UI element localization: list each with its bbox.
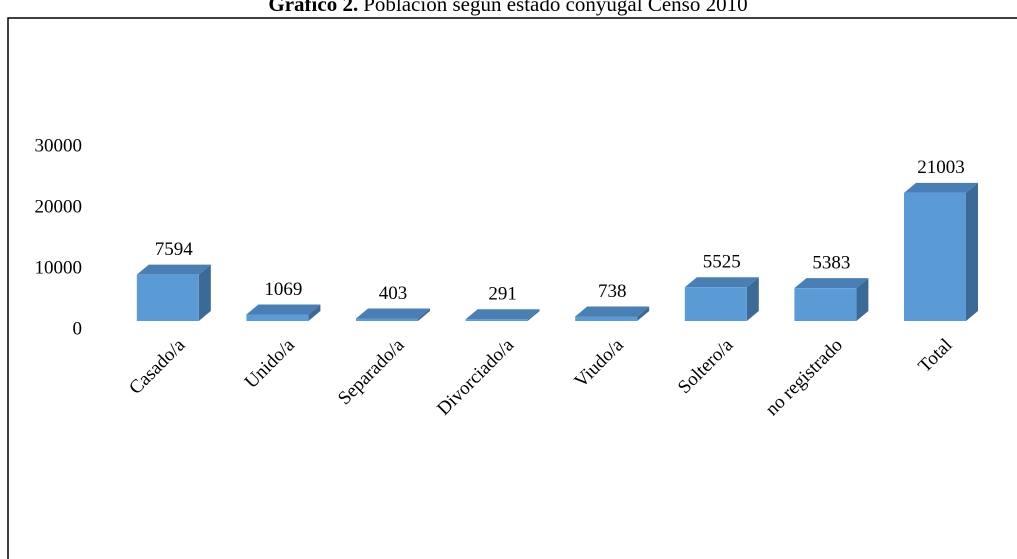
bar-top [246, 304, 321, 315]
chart-border [7, 17, 1017, 559]
bar-front [794, 288, 857, 321]
value-label: 403 [379, 283, 408, 304]
bar-front [246, 314, 309, 321]
bar-side [856, 278, 869, 321]
value-label: 5383 [812, 253, 850, 274]
y-tick-label: 20000 [35, 196, 83, 217]
chart-title: Gráfico 2. Población según estado conyuga… [268, 0, 747, 16]
title-text: Población según estado conyugal Censo 20… [363, 0, 747, 16]
bar-side [746, 277, 759, 321]
bar-top [575, 306, 650, 317]
bar [246, 304, 321, 321]
value-label: 1069 [264, 279, 302, 300]
bar [575, 306, 650, 321]
x-tick-label: Soltero/a [674, 334, 738, 398]
x-tick-label: Total [914, 335, 956, 377]
value-label: 7594 [155, 239, 194, 260]
bar-side [198, 264, 211, 321]
bar [356, 308, 430, 321]
x-tick-label: Unido/a [241, 334, 300, 393]
value-label: 738 [598, 281, 627, 302]
bar-front [904, 192, 966, 321]
bar-top [136, 264, 211, 275]
value-label: 291 [488, 284, 517, 305]
bar-front [356, 318, 418, 321]
y-tick-label: 0 [73, 318, 83, 339]
bar-top [465, 309, 540, 320]
bar-front [465, 319, 528, 321]
bar-top [356, 308, 430, 319]
bar [136, 264, 211, 321]
bar-side [308, 304, 321, 321]
y-tick-label: 10000 [35, 257, 83, 278]
bar-side [418, 308, 430, 321]
bar [465, 309, 540, 321]
x-tick-label: no registrado [762, 335, 847, 420]
bar [794, 278, 869, 321]
bar-top [794, 278, 869, 289]
x-tick-label: Casado/a [125, 334, 189, 398]
bar-front [684, 287, 747, 321]
bar [684, 277, 759, 321]
x-tick-label: Divorciado/a [433, 334, 518, 419]
bar-front [136, 274, 199, 321]
x-tick-label: Viudo/a [570, 334, 628, 392]
title-prefix: Gráfico 2. [268, 0, 358, 16]
value-label: 5525 [703, 252, 741, 273]
bar-top [684, 277, 759, 288]
bar-side [527, 309, 540, 321]
bar [904, 182, 978, 321]
x-tick-label: Separado/a [334, 334, 409, 409]
bar-top [904, 182, 978, 193]
y-tick-label: 30000 [35, 135, 83, 156]
value-label: 21003 [917, 157, 965, 178]
bar-side [966, 182, 978, 321]
bar-side [637, 306, 650, 321]
bar-front [575, 316, 638, 321]
